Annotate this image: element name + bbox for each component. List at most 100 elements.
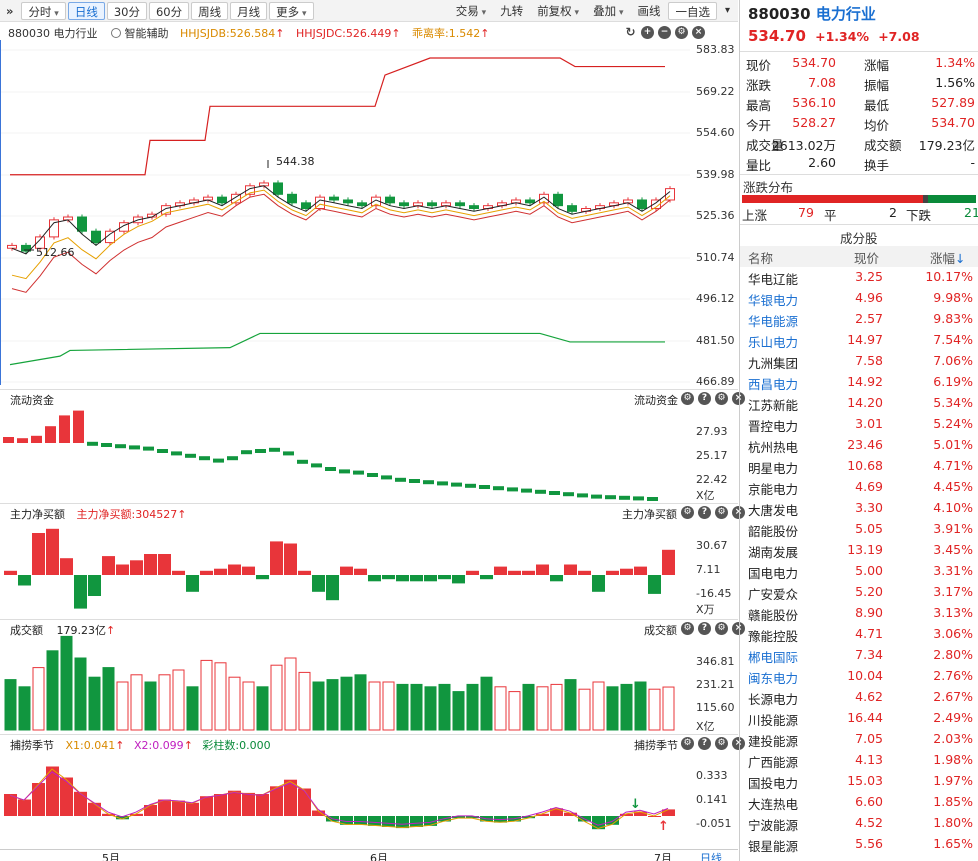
component-stock-row[interactable]: 杭州热电 23.46 5.01%	[740, 435, 978, 456]
period-corner-button[interactable]: 日线	[700, 852, 722, 861]
component-stock-row[interactable]: 郴电国际 7.34 2.80%	[740, 645, 978, 666]
settings-icon[interactable]: ⚙	[715, 506, 728, 519]
component-stock-row[interactable]: 大唐发电 3.30 4.10%	[740, 498, 978, 519]
overlay-menu[interactable]: 叠加	[587, 2, 629, 20]
adjust-menu[interactable]: 前复权	[531, 2, 585, 20]
flow-bar	[577, 493, 588, 498]
col-name[interactable]: 名称	[748, 251, 774, 266]
period-intraday[interactable]: 分时	[21, 1, 66, 20]
refresh-icon[interactable]: ↻	[625, 25, 636, 39]
flow-bar	[619, 495, 630, 500]
component-stock-row[interactable]: 九洲集团 7.58 7.06%	[740, 351, 978, 372]
component-stock-row[interactable]: 江苏新能 14.20 5.34%	[740, 393, 978, 414]
stock-price: 4.62	[855, 689, 883, 704]
component-stock-row[interactable]: 华电辽能 3.25 10.17%	[740, 267, 978, 288]
component-stock-row[interactable]: 湖南发展 13.19 3.45%	[740, 540, 978, 561]
close-icon[interactable]: ×	[732, 622, 745, 635]
stock-price: 2.57	[855, 311, 883, 326]
settings-icon[interactable]: ⚙	[715, 737, 728, 750]
settings-icon[interactable]: ⚙	[715, 622, 728, 635]
period-weekly[interactable]: 周线	[191, 1, 229, 20]
volume-chart[interactable]	[0, 634, 690, 732]
trade-menu[interactable]: 交易	[450, 2, 492, 20]
col-change[interactable]: 涨幅↓	[930, 248, 966, 267]
component-stock-row[interactable]: 华银电力 4.96 9.98%	[740, 288, 978, 309]
distribution-bar	[742, 195, 976, 203]
close-icon[interactable]: ×	[732, 506, 745, 519]
component-stock-row[interactable]: 豫能控股 4.71 3.06%	[740, 624, 978, 645]
mainforce-chart[interactable]	[0, 517, 690, 617]
flat-label: 平	[824, 208, 837, 223]
close-icon[interactable]: ×	[732, 392, 745, 405]
component-stock-row[interactable]: 银星能源 5.56 1.65%	[740, 834, 978, 855]
stock-name: 广安爱众	[748, 587, 799, 602]
component-stock-row[interactable]: 乐山电力 14.97 7.54%	[740, 330, 978, 351]
settings-icon[interactable]: ⚙	[681, 392, 694, 405]
nine-turn-button[interactable]: 九转	[500, 3, 524, 18]
volume-bar	[466, 683, 479, 731]
axis-tick-label: 7.11	[696, 563, 721, 576]
component-stock-row[interactable]: 晋控电力 3.01 5.24%	[740, 414, 978, 435]
collapse-icon[interactable]: »	[6, 3, 14, 18]
period-30min[interactable]: 30分	[106, 1, 147, 20]
chevron-down-icon[interactable]: ▾	[724, 4, 730, 16]
stock-change-pct: 1.97%	[933, 773, 973, 788]
component-stock-row[interactable]: 韶能股份 5.05 3.91%	[740, 519, 978, 540]
component-stock-row[interactable]: 国投电力 15.03 1.97%	[740, 771, 978, 792]
draw-line-button[interactable]: 画线	[637, 3, 661, 18]
season-bar	[186, 802, 199, 816]
smart-assist-toggle[interactable]: 智能辅助	[111, 27, 172, 40]
season-chart[interactable]: ↓↑	[0, 750, 690, 848]
component-stock-row[interactable]: 广安爱众 5.20 3.17%	[740, 582, 978, 603]
component-stock-row[interactable]: 国电电力 5.00 3.31%	[740, 561, 978, 582]
season-bar	[144, 805, 157, 816]
settings-icon[interactable]: ⚙	[681, 506, 694, 519]
flow-bar	[647, 497, 658, 501]
component-stock-row[interactable]: 西昌电力 14.92 6.19%	[740, 372, 978, 393]
watchlist-button[interactable]: 一自选	[668, 1, 717, 20]
component-stock-row[interactable]: 闽东电力 10.04 2.76%	[740, 666, 978, 687]
candlestick-chart[interactable]	[0, 40, 690, 385]
mainforce-bar	[88, 575, 101, 596]
settings-icon[interactable]: ⚙	[681, 622, 694, 635]
settings-icon[interactable]: ⚙	[675, 26, 688, 39]
settings-icon[interactable]: ⚙	[681, 737, 694, 750]
component-stock-row[interactable]: 建投能源 7.05 2.03%	[740, 729, 978, 750]
period-monthly[interactable]: 月线	[230, 1, 268, 20]
last-price: 534.70	[748, 27, 806, 45]
stock-name[interactable]: 电力行业	[815, 5, 876, 23]
stock-name: 江苏新能	[748, 398, 799, 413]
quote-field-value: 179.23亿	[918, 138, 975, 153]
component-stock-row[interactable]: 宁波能源 4.52 1.80%	[740, 813, 978, 834]
component-stock-row[interactable]: 明星电力 10.68 4.71%	[740, 456, 978, 477]
candle-body	[651, 199, 661, 210]
component-stock-row[interactable]: 长源电力 4.62 2.67%	[740, 687, 978, 708]
component-stock-row[interactable]: 京能电力 4.69 4.45%	[740, 477, 978, 498]
quote-field-label: 成交额	[864, 138, 902, 153]
help-icon[interactable]: ?	[698, 737, 711, 750]
component-stock-row[interactable]: 赣能股份 8.90 3.13%	[740, 603, 978, 624]
flow-bar	[213, 458, 224, 463]
help-icon[interactable]: ?	[698, 392, 711, 405]
period-daily[interactable]: 日线	[67, 1, 105, 20]
zoom-out-icon[interactable]: −	[658, 26, 671, 39]
flow-chart[interactable]	[0, 403, 690, 501]
close-icon[interactable]: ×	[732, 737, 745, 750]
period-more[interactable]: 更多	[269, 1, 314, 20]
help-icon[interactable]: ?	[698, 506, 711, 519]
zoom-in-icon[interactable]: +	[641, 26, 654, 39]
close-icon[interactable]: ×	[692, 26, 705, 39]
volume-bar	[298, 671, 311, 731]
period-60min[interactable]: 60分	[148, 1, 190, 20]
component-stock-row[interactable]: 华电能源 2.57 9.83%	[740, 309, 978, 330]
component-stock-row[interactable]: 大连热电 6.60 1.85%	[740, 792, 978, 813]
season-bar	[298, 788, 311, 816]
unit-label: X亿	[696, 720, 715, 733]
component-stock-row[interactable]: 广西能源 4.13 1.98%	[740, 750, 978, 771]
component-stock-row[interactable]: 川投能源 16.44 2.49%	[740, 708, 978, 729]
settings-icon[interactable]: ⚙	[715, 392, 728, 405]
col-price[interactable]: 现价	[854, 251, 880, 266]
candle-body	[343, 199, 353, 204]
help-icon[interactable]: ?	[698, 622, 711, 635]
stock-change-pct: 2.76%	[933, 668, 973, 683]
